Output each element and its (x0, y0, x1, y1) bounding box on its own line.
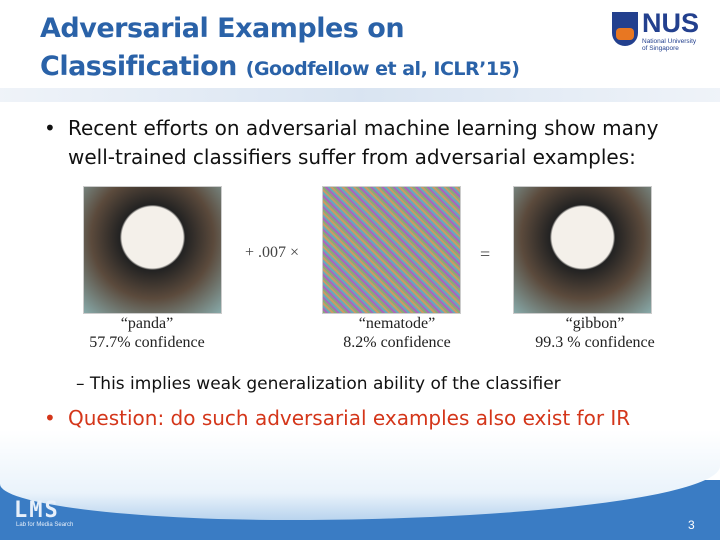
title-separator (0, 88, 720, 102)
crest-icon (612, 12, 638, 46)
nus-logo-name: NUS (642, 8, 700, 38)
nus-logo-sub2: of Singapore (642, 45, 679, 52)
title-line1: Adversarial Examples on (40, 13, 405, 44)
title-line2: Classification (40, 51, 237, 82)
caption-nematode: “nematode” 8.2% confidence (343, 315, 451, 351)
bullet-1: • Recent efforts on adversarial machine l… (44, 116, 659, 169)
caption-gibbon: “gibbon” 99.3 % confidence (535, 315, 655, 351)
nus-logo-sub1: National University (642, 38, 697, 45)
gibbon-image (513, 186, 652, 314)
title-citation: (Goodfellow et al, ICLR’15) (245, 58, 520, 80)
slide-title: Adversarial Examples on Classification (… (40, 10, 520, 88)
panda-image (83, 186, 222, 314)
page-number: 3 (688, 518, 695, 532)
sub-bullet: – This implies weak generalization abili… (76, 374, 561, 394)
lms-subtitle: Lab for Media Search (16, 522, 74, 528)
noise-image (322, 186, 461, 314)
operator-plus: + .007 × (245, 244, 300, 261)
caption-panda: “panda” 57.7% confidence (89, 315, 205, 351)
nus-logo: NUS National University of Singapore (612, 8, 712, 55)
operator-equals: = (480, 244, 491, 264)
lms-logo: LMS (14, 498, 60, 523)
